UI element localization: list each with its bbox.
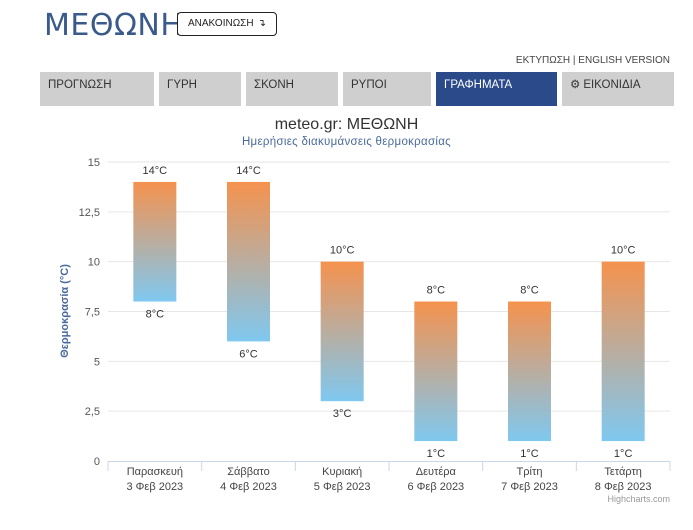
tab-bar: ΠΡΟΓΝΩΣΗ ΓΥΡΗ ΣΚΟΝΗ ΡΥΠΟΙ ΓΡΑΦΗΜΑΤΑ ⚙ ΕΙΚ… xyxy=(40,72,674,106)
temperature-range-bar xyxy=(508,301,551,442)
x-tick-day: Δευτέρα xyxy=(416,466,457,478)
y-tick-label: 10 xyxy=(88,257,100,269)
x-tick-day: Σάββατο xyxy=(227,466,269,478)
link-separator: | xyxy=(572,55,576,66)
y-tick-label: 2,5 xyxy=(85,406,100,418)
tab-label: ΓΡΑΦΗΜΑΤΑ xyxy=(444,79,513,91)
temperature-range-bar xyxy=(601,261,645,442)
tab-dust[interactable]: ΣΚΟΝΗ xyxy=(246,72,338,106)
y-tick-label: 0 xyxy=(94,456,100,468)
temperature-range-bar xyxy=(414,301,458,442)
low-temp-label: 8°C xyxy=(146,309,165,321)
low-temp-label: 1°C xyxy=(427,448,446,460)
x-tick-date: 3 Φεβ 2023 xyxy=(126,481,183,493)
tab-label: ΣΚΟΝΗ xyxy=(254,79,294,91)
announcement-label: ΑΝΑΚΟΙΝΩΣΗ xyxy=(188,18,254,29)
high-temp-label: 10°C xyxy=(330,245,355,257)
x-tick-date: 4 Φεβ 2023 xyxy=(220,481,277,493)
low-temp-label: 1°C xyxy=(614,448,633,460)
low-temp-label: 6°C xyxy=(239,348,258,360)
x-tick-date: 6 Φεβ 2023 xyxy=(407,481,464,493)
tab-pollen[interactable]: ΓΥΡΗ xyxy=(159,72,241,106)
chart-subtitle: Ημερήσιες διακυμάνσεις θερμοκρασίας xyxy=(241,136,452,148)
x-tick-day: Τρίτη xyxy=(517,466,543,478)
y-tick-label: 15 xyxy=(88,157,100,169)
top-links: ΕΚΤΥΠΩΣΗ | ENGLISH VERSION xyxy=(516,55,670,66)
tab-label: ΠΡΟΓΝΩΣΗ xyxy=(48,79,112,91)
y-axis-title: Θερμοκρασία (°C) xyxy=(59,264,71,358)
high-temp-label: 8°C xyxy=(520,285,539,297)
page-title: ΜΕΘΩΝΗ xyxy=(44,8,184,43)
tab-icons[interactable]: ⚙ ΕΙΚΟΝΙΔΙΑ xyxy=(562,72,674,106)
print-link[interactable]: ΕΚΤΥΠΩΣΗ xyxy=(515,55,571,66)
low-temp-label: 1°C xyxy=(520,448,539,460)
announcement-button[interactable]: ΑΝΑΚΟΙΝΩΣΗ ↴ xyxy=(177,12,277,36)
gear-icon: ⚙ xyxy=(570,79,581,91)
tab-label: ΕΙΚΟΝΙΔΙΑ xyxy=(583,79,641,91)
y-tick-label: 7,5 xyxy=(85,307,100,319)
x-tick-day: Παρασκευή xyxy=(127,466,183,478)
y-tick-label: 5 xyxy=(94,356,100,368)
x-tick-day: Κυριακή xyxy=(322,466,362,478)
temperature-range-bar xyxy=(227,181,270,342)
high-temp-label: 14°C xyxy=(236,165,261,177)
arrow-return-icon: ↴ xyxy=(257,18,266,29)
tab-label: ΓΥΡΗ xyxy=(167,79,197,91)
x-tick-date: 7 Φεβ 2023 xyxy=(501,481,558,493)
high-temp-label: 14°C xyxy=(143,165,168,177)
y-tick-label: 12,5 xyxy=(79,207,100,219)
low-temp-label: 3°C xyxy=(333,408,352,420)
english-version-link[interactable]: ENGLISH VERSION xyxy=(578,55,670,66)
temperature-range-bar xyxy=(320,261,364,402)
high-temp-label: 10°C xyxy=(611,245,636,257)
tab-charts[interactable]: ΓΡΑΦΗΜΑΤΑ xyxy=(436,72,557,106)
high-temp-label: 8°C xyxy=(427,285,446,297)
tab-label: ΡΥΠΟΙ xyxy=(351,79,387,91)
x-tick-date: 8 Φεβ 2023 xyxy=(595,481,652,493)
x-tick-day: Τετάρτη xyxy=(604,466,642,478)
tab-pollutants[interactable]: ΡΥΠΟΙ xyxy=(343,72,431,106)
tab-forecast[interactable]: ΠΡΟΓΝΩΣΗ xyxy=(40,72,154,106)
chart-title: meteo.gr: ΜΕΘΩΝΗ xyxy=(274,116,419,133)
x-tick-date: 5 Φεβ 2023 xyxy=(314,481,371,493)
temperature-range-bar xyxy=(133,181,177,302)
credits-link[interactable]: Highcharts.com xyxy=(607,494,670,504)
